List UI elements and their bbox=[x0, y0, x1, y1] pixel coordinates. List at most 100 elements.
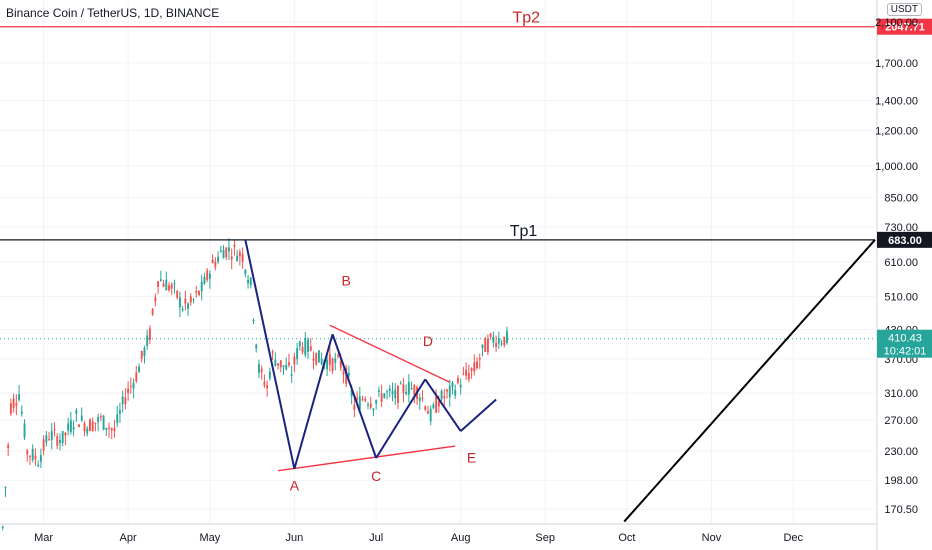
candle bbox=[249, 276, 252, 289]
candle-body bbox=[307, 339, 309, 352]
candle bbox=[86, 426, 89, 437]
candle bbox=[56, 433, 59, 450]
candle-body bbox=[69, 420, 72, 433]
candle bbox=[451, 381, 454, 395]
candle-body bbox=[353, 405, 356, 410]
trend-line[interactable] bbox=[277, 445, 456, 472]
candle-body bbox=[397, 385, 399, 403]
candle-body bbox=[241, 253, 244, 262]
candle bbox=[258, 359, 260, 379]
wave-line[interactable] bbox=[293, 333, 334, 470]
level-price-text: 2047.71 bbox=[885, 22, 925, 34]
candle bbox=[432, 402, 435, 410]
candle bbox=[94, 422, 97, 432]
level-label-tp2: Tp2 bbox=[512, 10, 540, 27]
candle-body bbox=[249, 277, 252, 285]
projection-line[interactable] bbox=[623, 239, 876, 523]
candle bbox=[75, 407, 78, 422]
candle bbox=[279, 359, 282, 373]
level-price-badge bbox=[877, 18, 932, 35]
candle bbox=[500, 339, 503, 347]
time-tick-label: Sep bbox=[535, 532, 555, 544]
candle bbox=[219, 245, 222, 253]
candle-body bbox=[102, 415, 105, 430]
candle bbox=[50, 422, 53, 450]
candle-body bbox=[148, 328, 151, 340]
price-tick-label: 198.00 bbox=[884, 475, 918, 487]
candle bbox=[358, 386, 361, 411]
candle-body bbox=[129, 385, 132, 387]
candle bbox=[388, 384, 391, 398]
wave-line[interactable] bbox=[244, 239, 296, 469]
currency-badge[interactable]: USDT bbox=[886, 3, 922, 16]
candle bbox=[116, 405, 119, 428]
candle-body bbox=[364, 398, 367, 401]
candle bbox=[31, 444, 34, 463]
wave-line[interactable] bbox=[331, 333, 378, 459]
candle-body bbox=[83, 423, 86, 432]
candle bbox=[195, 286, 198, 298]
candle-body bbox=[138, 366, 140, 373]
candle bbox=[102, 414, 105, 431]
candle bbox=[320, 352, 323, 366]
candle-body bbox=[233, 244, 236, 247]
candle-body bbox=[132, 382, 135, 389]
candle-body bbox=[168, 285, 170, 290]
candle-body bbox=[260, 368, 263, 373]
candle-body bbox=[315, 352, 318, 365]
candle-body bbox=[451, 382, 454, 388]
candle bbox=[478, 353, 481, 369]
candle bbox=[446, 388, 448, 399]
candle bbox=[184, 290, 187, 311]
candle bbox=[304, 332, 307, 358]
candle bbox=[151, 308, 154, 317]
candle bbox=[247, 275, 250, 289]
price-tick-label: 1,200.00 bbox=[875, 125, 918, 137]
candle bbox=[413, 383, 416, 404]
trend-line[interactable] bbox=[329, 324, 451, 383]
candle-body bbox=[446, 389, 448, 392]
candle-body bbox=[383, 393, 386, 398]
candle-body bbox=[198, 290, 200, 295]
candle-body bbox=[173, 283, 176, 285]
candle bbox=[176, 289, 179, 300]
time-tick-label: Jul bbox=[369, 532, 383, 544]
candle-body bbox=[159, 279, 162, 281]
wave-line[interactable] bbox=[424, 378, 462, 432]
candle bbox=[410, 381, 413, 390]
candle-body bbox=[424, 406, 427, 410]
candle bbox=[293, 352, 296, 373]
candle-body bbox=[187, 303, 190, 309]
candle-body bbox=[219, 250, 222, 252]
candles bbox=[1, 238, 508, 531]
wave-line[interactable] bbox=[375, 378, 427, 459]
candle-body bbox=[146, 335, 149, 346]
candle bbox=[268, 367, 271, 381]
candle bbox=[236, 249, 239, 262]
candle-body bbox=[208, 273, 211, 280]
candle bbox=[211, 254, 214, 264]
candle bbox=[230, 248, 233, 270]
candle-body bbox=[394, 389, 397, 399]
candle bbox=[375, 399, 378, 410]
candle bbox=[274, 352, 277, 367]
candle-body bbox=[118, 410, 121, 414]
candle-body bbox=[271, 351, 274, 353]
candle-body bbox=[238, 251, 241, 257]
candle-body bbox=[34, 455, 37, 460]
candle-body bbox=[29, 455, 31, 457]
candle-body bbox=[176, 290, 179, 298]
candle bbox=[15, 394, 18, 416]
candle bbox=[192, 298, 195, 304]
candle bbox=[105, 427, 108, 436]
candle-body bbox=[225, 247, 228, 257]
candle bbox=[347, 365, 350, 378]
candle-body bbox=[287, 362, 290, 366]
candle-body bbox=[7, 445, 10, 449]
candle bbox=[260, 365, 263, 380]
candle bbox=[64, 432, 67, 446]
candle-body bbox=[37, 464, 40, 467]
candle-body bbox=[18, 394, 21, 400]
wave-line[interactable] bbox=[460, 398, 497, 432]
